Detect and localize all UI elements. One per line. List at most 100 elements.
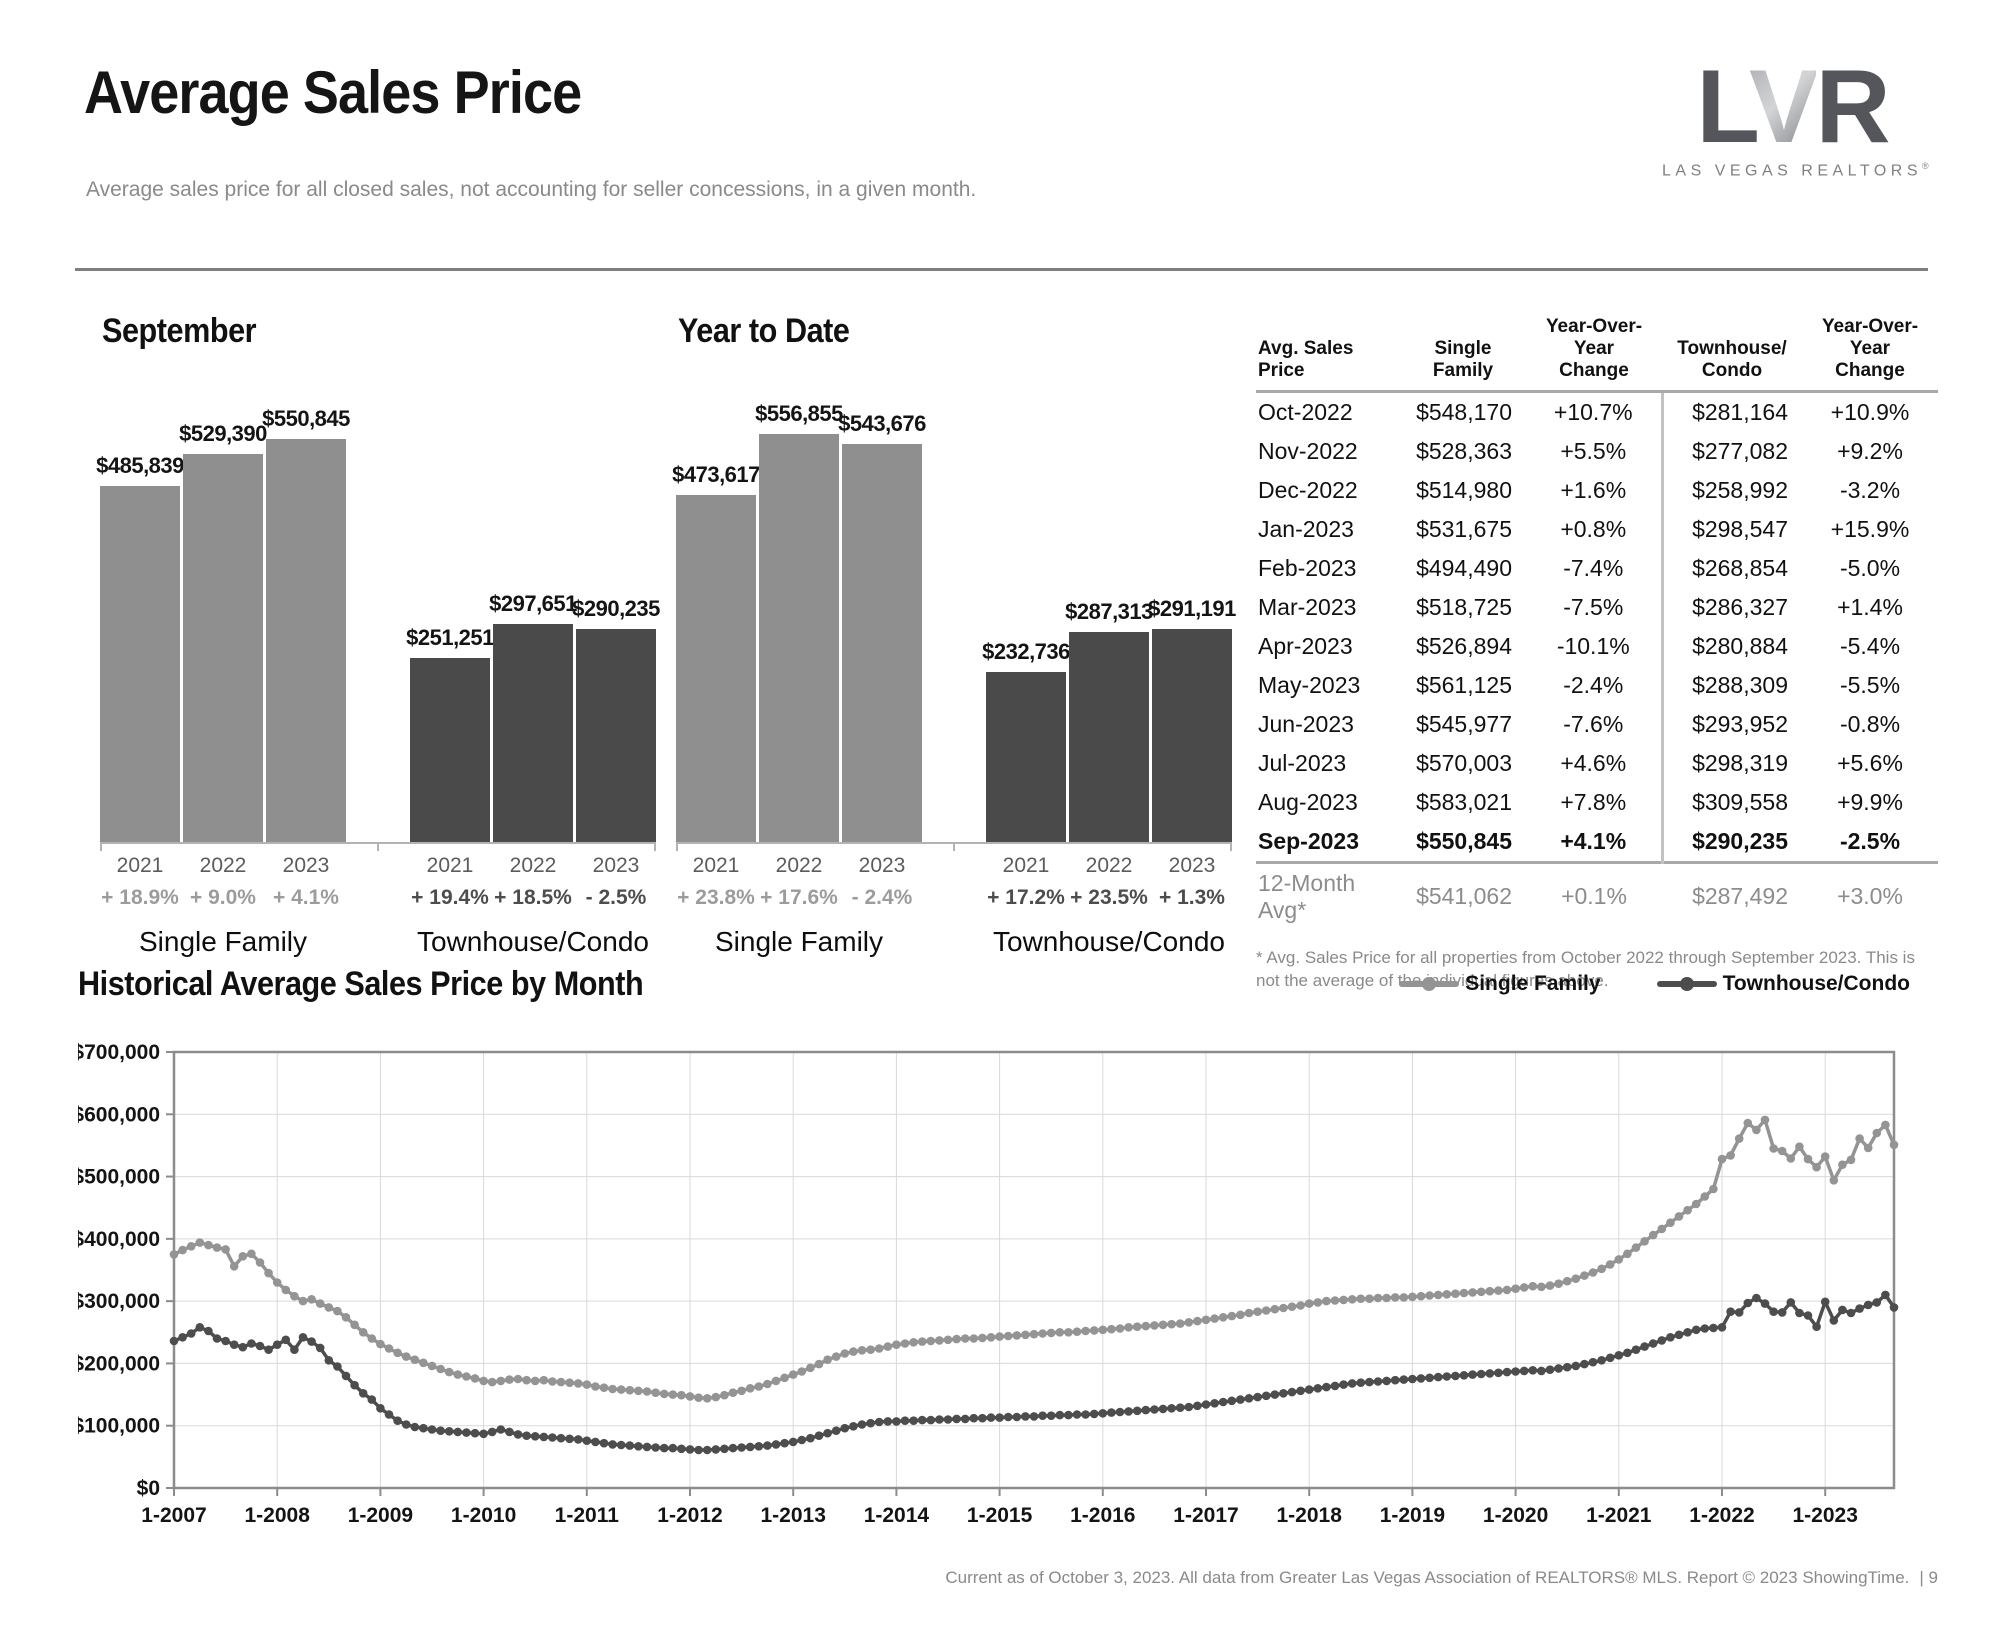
data-point <box>745 1442 755 1452</box>
plot-border <box>172 1050 1896 1490</box>
data-point <box>1494 1286 1503 1295</box>
table-cell: $293,952 <box>1660 704 1802 744</box>
data-point <box>694 1445 703 1455</box>
data-point <box>462 1428 471 1437</box>
data-point <box>1657 1336 1667 1345</box>
data-point <box>1442 1290 1452 1299</box>
data-point <box>1760 1115 1770 1125</box>
bar-value-label: $543,676 <box>838 411 926 436</box>
bar-2022 <box>1069 632 1149 842</box>
table-cell: Aug-2023 <box>1258 788 1358 815</box>
data-point <box>1743 1298 1753 1308</box>
data-point <box>229 1340 239 1349</box>
table-header-cell: Year-Over-Year Change <box>1802 316 1938 393</box>
table-cell: +3.0% <box>1802 860 1938 930</box>
data-point <box>728 1443 738 1453</box>
data-point <box>1244 1394 1254 1403</box>
year-label: 2023 <box>592 854 640 877</box>
table-cell: $528,363 <box>1416 437 1512 464</box>
table-cell: -10.1% <box>1556 632 1630 659</box>
data-point <box>702 1394 712 1403</box>
data-point <box>745 1384 755 1393</box>
axis-tick <box>953 842 955 851</box>
data-point <box>530 1432 540 1441</box>
data-point <box>1605 1260 1615 1269</box>
table-cell: Mar-2023 <box>1258 593 1357 620</box>
data-point <box>376 1404 385 1413</box>
data-point <box>1287 1302 1297 1311</box>
data-point <box>1227 1311 1237 1321</box>
table-row: Jan-2023 $531,675 +0.8% $298,547 +15.9% <box>1256 509 1938 549</box>
september-chart-title: September <box>102 312 257 350</box>
table-cell: $298,319 <box>1660 743 1802 783</box>
data-point <box>522 1431 531 1440</box>
data-point <box>1700 1192 1710 1201</box>
year-label: 2023 <box>1168 854 1216 877</box>
data-point <box>1193 1316 1202 1326</box>
data-point <box>1468 1370 1477 1379</box>
data-point <box>1528 1366 1538 1375</box>
table-cell: $286,327 <box>1660 587 1802 627</box>
change-label-row: + 18.9% + 9.0% + 4.1% + 19.4% + 18.5% - 2.5% <box>100 886 656 910</box>
data-point <box>943 1415 953 1424</box>
data-point <box>1795 1142 1804 1151</box>
data-point <box>221 1336 230 1346</box>
bar-value-label: $556,855 <box>755 401 843 426</box>
table-cell: $287,492 <box>1662 860 1802 930</box>
data-point <box>1640 1342 1649 1351</box>
data-point <box>1545 1281 1555 1290</box>
data-point <box>1820 1297 1830 1307</box>
data-point <box>1279 1389 1288 1398</box>
data-point <box>797 1367 807 1376</box>
y-tick-label: $0 <box>137 1477 160 1500</box>
year-label: 2021 <box>1002 854 1050 877</box>
legend-item-single-family: Single Family <box>1399 972 1601 996</box>
data-point <box>892 1417 901 1426</box>
data-point <box>522 1375 531 1385</box>
data-point <box>1158 1404 1168 1414</box>
data-point <box>1253 1392 1262 1402</box>
data-point <box>917 1337 927 1346</box>
yoy-change-label: - 2.4% <box>851 886 913 909</box>
data-point <box>1210 1399 1219 1408</box>
bar-column: $550,845 <box>262 406 350 842</box>
data-point <box>659 1389 669 1399</box>
bar-2023 <box>576 629 656 842</box>
data-point <box>1253 1307 1262 1316</box>
table-row: Feb-2023 $494,490 -7.4% $268,854 -5.0% <box>1256 548 1938 588</box>
data-point <box>410 1355 420 1364</box>
table-cell: +9.9% <box>1837 788 1903 815</box>
data-point <box>453 1370 463 1379</box>
data-point <box>255 1341 265 1351</box>
data-point <box>1717 1154 1727 1164</box>
data-point <box>247 1249 256 1259</box>
table-cell: +5.6% <box>1837 749 1903 776</box>
data-point <box>436 1364 445 1374</box>
data-point <box>1674 1212 1684 1221</box>
data-point <box>780 1373 789 1383</box>
data-point <box>1098 1409 1108 1418</box>
data-point <box>831 1352 841 1361</box>
data-point <box>1046 1328 1056 1338</box>
data-point <box>204 1240 213 1250</box>
yoy-change-label: + 17.2% <box>987 886 1065 909</box>
data-point <box>591 1437 600 1447</box>
data-point <box>1554 1279 1563 1288</box>
table-cell: $280,884 <box>1660 626 1802 666</box>
data-point <box>1330 1296 1340 1305</box>
data-point <box>1648 1339 1658 1348</box>
data-point <box>1081 1410 1090 1419</box>
bar-2021 <box>410 658 490 842</box>
data-point <box>1605 1353 1615 1363</box>
data-point <box>1623 1249 1632 1259</box>
data-point <box>1451 1289 1460 1298</box>
data-point <box>582 1436 592 1445</box>
data-point <box>1089 1326 1099 1335</box>
data-point <box>1072 1327 1082 1336</box>
data-point <box>1244 1308 1254 1318</box>
table-cell: $583,021 <box>1416 788 1512 815</box>
bar-column: $556,855 <box>755 401 843 842</box>
data-point <box>195 1323 205 1332</box>
data-point <box>281 1285 291 1295</box>
data-point <box>169 1336 179 1346</box>
